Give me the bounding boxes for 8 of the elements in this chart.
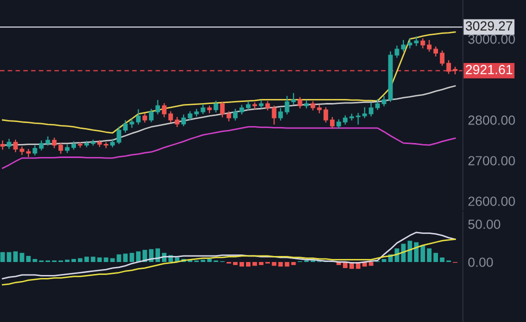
y-tick-label: 3000.00 — [468, 34, 515, 44]
ref-line-label: 2921.61 — [466, 64, 512, 74]
y-tick-label: 2700.00 — [468, 156, 515, 166]
y-tick-label: 0.00 — [468, 258, 493, 267]
y-tick-label: 50.00 — [468, 220, 500, 229]
y-tick-label: 2600.00 — [468, 196, 515, 206]
y-tick-label: 2800.00 — [468, 116, 515, 125]
ref-line-label: 3029.27 — [466, 21, 512, 31]
